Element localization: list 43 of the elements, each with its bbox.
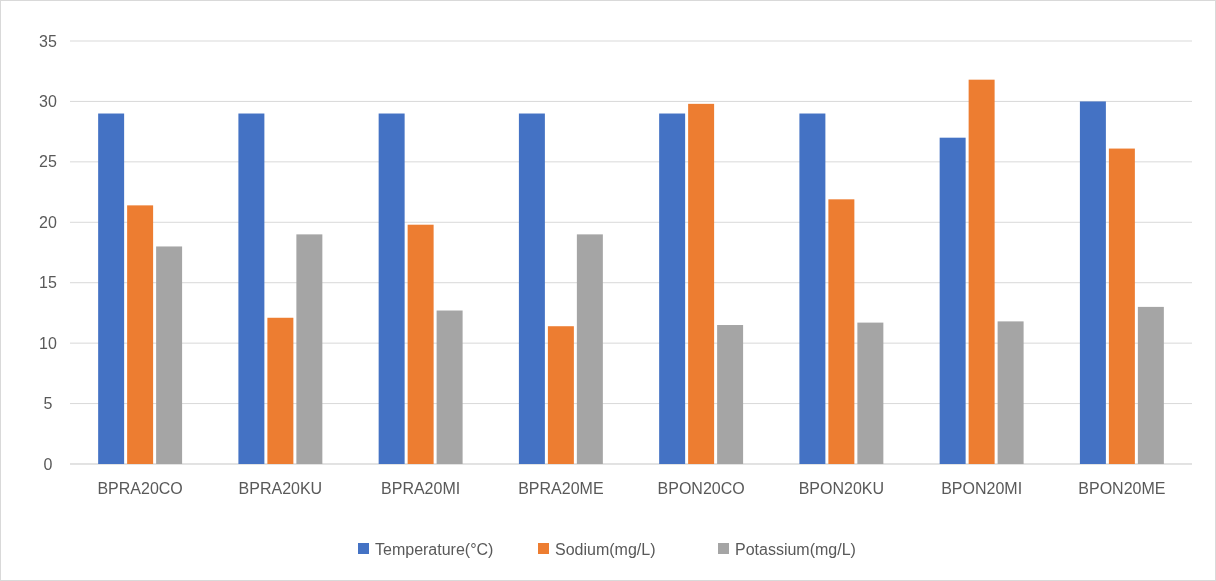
bar <box>127 205 154 464</box>
y-tick-label: 25 <box>39 153 57 171</box>
legend-label: Potassium(mg/L) <box>735 540 856 558</box>
y-tick-label: 35 <box>39 32 57 50</box>
x-tick-label: BPRA20MI <box>381 480 461 497</box>
y-tick-label: 0 <box>43 455 53 473</box>
bar <box>547 326 574 464</box>
bar <box>688 103 715 464</box>
y-tick-label: 5 <box>43 395 53 413</box>
x-tick-label: BPON20MI <box>941 480 1023 497</box>
bar <box>968 79 995 464</box>
bar <box>98 113 125 464</box>
y-tick-label: 15 <box>39 274 57 292</box>
x-tick-label: BPRA20KU <box>238 480 323 497</box>
legend-label: Sodium(mg/L) <box>555 540 656 558</box>
bar <box>518 113 545 464</box>
bar <box>576 234 603 464</box>
bar <box>378 113 405 464</box>
bar <box>407 224 434 464</box>
legend-label: Temperature(°C) <box>375 540 494 558</box>
x-tick-label: BPON20CO <box>657 480 745 497</box>
bar <box>799 113 826 464</box>
bar <box>267 317 294 464</box>
y-tick-label: 30 <box>39 93 57 111</box>
y-tick-label: 10 <box>39 334 57 352</box>
bar <box>659 113 686 464</box>
bar <box>1079 101 1106 464</box>
bar <box>1108 148 1135 464</box>
bar <box>939 137 966 464</box>
y-tick-label: 20 <box>39 213 57 231</box>
bar <box>436 310 463 464</box>
x-tick-label: BPRA20CO <box>97 480 183 497</box>
x-tick-label: BPRA20ME <box>518 480 604 497</box>
x-tick-label: BPON20KU <box>798 480 885 497</box>
bar <box>296 234 323 464</box>
bar <box>238 113 265 464</box>
bar <box>1137 306 1164 464</box>
bar <box>997 321 1024 464</box>
bar <box>156 246 183 464</box>
x-tick-label: BPON20ME <box>1078 480 1166 497</box>
bar <box>717 325 744 464</box>
bar <box>857 322 884 464</box>
bar <box>828 199 855 464</box>
